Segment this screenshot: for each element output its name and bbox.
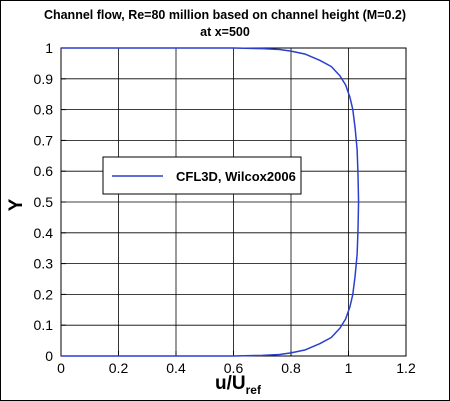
x-tick-label: 0: [57, 360, 65, 376]
x-tick-label: 0.2: [109, 360, 129, 376]
y-tick-label: 0.8: [34, 102, 54, 118]
x-tick-label: 0.4: [166, 360, 186, 376]
chart-title: Channel flow, Re=80 million based on cha…: [44, 8, 406, 22]
x-axis-label-main: u/U: [215, 373, 246, 394]
y-tick-label: 0.7: [34, 132, 54, 148]
x-axis-label: u/Uref: [215, 373, 262, 397]
x-tick-label: 0.6: [224, 360, 244, 376]
grid: [60, 47, 407, 357]
legend-label: CFL3D, Wilcox2006: [176, 169, 296, 184]
series-layer: [61, 47, 360, 357]
y-tick-label: 0.1: [34, 317, 54, 333]
x-tick-label: 1: [345, 360, 353, 376]
y-tick-label: 0.6: [34, 163, 54, 179]
x-tick-label: 0.8: [281, 360, 301, 376]
x-tick-label: 1.2: [396, 360, 416, 376]
y-tick-label: 0.3: [34, 256, 54, 272]
y-tick-label: 0.9: [34, 71, 54, 87]
y-tick-label: 0.5: [34, 194, 54, 210]
y-tick-label: 1: [45, 40, 53, 56]
y-tick-label: 0: [45, 348, 53, 364]
series-line: [61, 47, 360, 357]
x-axis-label-subscript: ref: [246, 383, 262, 397]
legend: CFL3D, Wilcox2006: [102, 156, 302, 195]
chart-subtitle: at x=500: [200, 25, 250, 39]
y-tick-label: 0.2: [34, 286, 54, 302]
y-axis-label: Y: [6, 198, 27, 211]
y-tick-label: 0.4: [34, 225, 54, 241]
